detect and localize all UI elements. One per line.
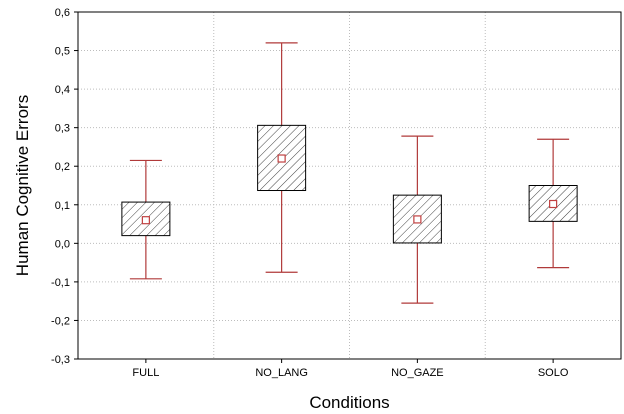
plot-frame <box>77 11 622 360</box>
y-tick-label: 0,4 <box>55 84 70 96</box>
y-tick-label: 0,5 <box>55 46 70 58</box>
gridlines <box>78 12 621 359</box>
y-tick-label: 0,0 <box>55 238 70 250</box>
y-tick-label: 0,3 <box>55 123 70 135</box>
x-tick-label: NO_LANG <box>255 367 308 379</box>
x-tick-label: SOLO <box>538 367 569 379</box>
center-marker <box>277 154 286 163</box>
y-tick-label: 0,6 <box>55 7 70 19</box>
y-tick-label: 0,2 <box>55 161 70 173</box>
center-marker <box>549 199 558 209</box>
y-tick-label: -0,2 <box>51 315 70 327</box>
y-tick-label: -0,1 <box>51 277 70 289</box>
tick-labels: 0,6 0,5 0,4 0,3 0,2 0,1 0,0 -0,1 -0,2 -0,3 FULL NO_… <box>51 7 569 379</box>
y-axis-title: Human Cognitive Errors <box>13 95 32 276</box>
y-tick-label: -0,3 <box>51 354 70 366</box>
x-tick-label: NO_GAZE <box>391 367 444 379</box>
center-marker <box>413 215 422 224</box>
axes <box>74 11 622 363</box>
boxes <box>121 124 578 244</box>
x-tick-label: FULL <box>132 367 159 379</box>
x-axis-title: Conditions <box>309 393 389 412</box>
center-marker <box>141 216 150 225</box>
whiskers <box>129 42 570 304</box>
y-tick-label: 0,1 <box>55 200 70 212</box>
